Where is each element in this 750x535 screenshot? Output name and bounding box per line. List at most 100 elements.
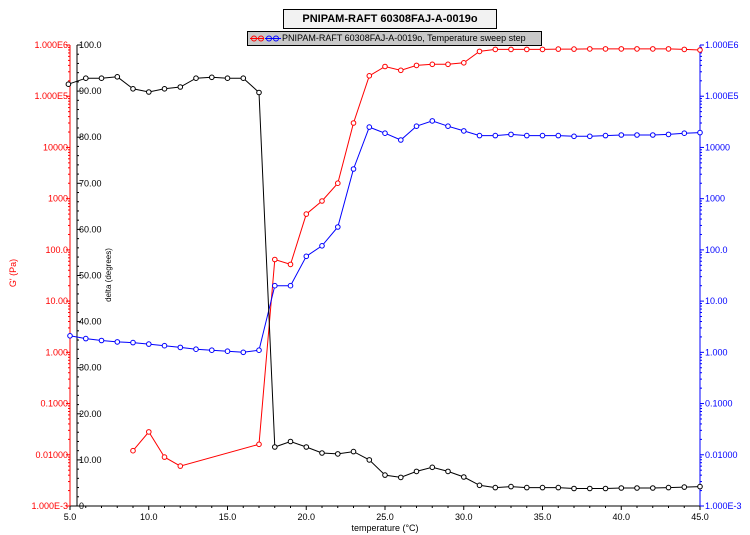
legend: PNIPAM-RAFT 60308FAJ-A-0019o, Temperatur… <box>247 31 542 46</box>
series-inner-point <box>429 464 436 471</box>
series-layer <box>65 46 703 492</box>
series-inner-point <box>398 474 404 481</box>
series-left-point <box>634 46 640 52</box>
series-right-point <box>98 337 105 344</box>
series-left-point <box>476 48 483 55</box>
right-tick-label: 0.1000 <box>705 399 733 409</box>
x-tick-label: 5.0 <box>64 512 77 522</box>
series-inner-point <box>83 75 89 81</box>
right-tick-label: 1.000 <box>705 347 728 357</box>
series-right-point <box>602 132 609 139</box>
series-right-point <box>114 339 121 345</box>
left-tick-label: 1000 <box>48 194 68 204</box>
series-right-point <box>209 347 215 354</box>
inner-tick-label: 0 <box>79 501 84 511</box>
series-inner-point <box>618 485 625 491</box>
series-right-point <box>618 132 625 138</box>
inner-tick-label: 30.00 <box>79 363 102 373</box>
inner-tick-label: 50.00 <box>79 271 102 281</box>
series-inner-point <box>539 484 546 491</box>
x-tick-label: 25.0 <box>376 512 394 522</box>
series-left-point <box>618 46 625 52</box>
series-inner-point <box>177 84 184 90</box>
series-inner-point <box>524 484 530 491</box>
x-tick-label: 20.0 <box>297 512 315 522</box>
series-inner-point <box>319 450 325 456</box>
series-inner-point <box>98 75 105 81</box>
inner-tick-label: 90.00 <box>79 86 102 96</box>
series-left-point <box>319 198 325 204</box>
series-inner-point <box>571 485 577 492</box>
left-tick-label: 1.000E6 <box>34 40 68 50</box>
series-right-point <box>634 132 640 138</box>
series-inner-point <box>335 451 341 457</box>
series-left-point <box>524 46 530 53</box>
left-tick-label: 10000 <box>43 142 68 152</box>
left-tick-label: 100.0 <box>45 245 68 255</box>
series-left-point <box>287 261 294 268</box>
series-inner-point <box>602 485 609 492</box>
series-left-point <box>146 429 152 435</box>
right-tick-label: 1000 <box>705 194 725 204</box>
series-right-point <box>146 341 152 347</box>
series-left-point <box>492 46 499 53</box>
series-left-point <box>303 211 310 217</box>
series-right-point <box>83 335 89 342</box>
series-left-point <box>161 454 168 460</box>
series-inner-point <box>634 485 640 491</box>
series-inner-point <box>461 474 467 480</box>
x-tick-label: 40.0 <box>612 512 630 522</box>
series-right-point <box>224 348 231 355</box>
series-left-line <box>132 48 701 467</box>
series-right-point <box>571 133 577 140</box>
series-left-point <box>177 463 184 469</box>
series-left-point <box>508 46 514 53</box>
series-left-point <box>571 46 577 52</box>
series-right-point <box>492 132 499 139</box>
series-inner-point <box>287 438 294 445</box>
series-inner-point <box>209 74 215 81</box>
inner-tick-label: 100.0 <box>79 40 102 50</box>
right-tick-label: 10000 <box>705 142 730 152</box>
right-tick-label: 1.000E-3 <box>705 501 742 511</box>
series-right-point <box>287 282 294 289</box>
left-axis-label: G' (Pa) <box>8 259 18 287</box>
series-inner-point <box>492 484 499 491</box>
right-tick-label: 0.01000 <box>705 450 738 460</box>
left-tick-label: 1.000E5 <box>34 91 68 101</box>
series-right-point <box>555 132 562 139</box>
series-left-point <box>602 46 609 52</box>
series-inner-point <box>382 472 388 478</box>
series-left-point <box>445 61 451 68</box>
series-inner-point <box>193 75 199 81</box>
series-right-point <box>665 131 672 138</box>
x-tick-label: 35.0 <box>534 512 552 522</box>
inner-tick-label: 60.00 <box>79 224 102 234</box>
series-inner-point <box>681 484 688 490</box>
series-inner-point <box>413 468 420 475</box>
series-inner-point <box>650 485 656 491</box>
series-right-point <box>476 132 483 139</box>
series-inner-point <box>555 484 562 491</box>
series-left-point <box>272 256 278 263</box>
series-inner-point <box>587 485 593 492</box>
series-left-point <box>587 46 593 52</box>
series-right-point <box>587 133 593 140</box>
series-right-point <box>177 344 184 351</box>
series-inner-point <box>476 482 483 489</box>
series-right-point <box>461 128 467 134</box>
series-left-point <box>366 73 373 79</box>
axes-layer: 5.0 10.0 15.0 20.0 25.0 30.0 35.0 40.0 45.01.000… <box>31 40 741 522</box>
series-right-point <box>350 166 357 172</box>
series-left-point <box>681 46 688 53</box>
left-tick-label: 0.1000 <box>40 399 68 409</box>
series-right-point <box>130 339 136 346</box>
right-tick-label: 100.0 <box>705 245 728 255</box>
series-inner-point <box>240 75 247 81</box>
series-left-point <box>650 46 656 52</box>
series-inner-point <box>272 444 278 450</box>
series-right-point <box>161 342 168 349</box>
inner-tick-label: 40.00 <box>79 317 102 327</box>
left-tick-label: 1.000 <box>45 347 68 357</box>
